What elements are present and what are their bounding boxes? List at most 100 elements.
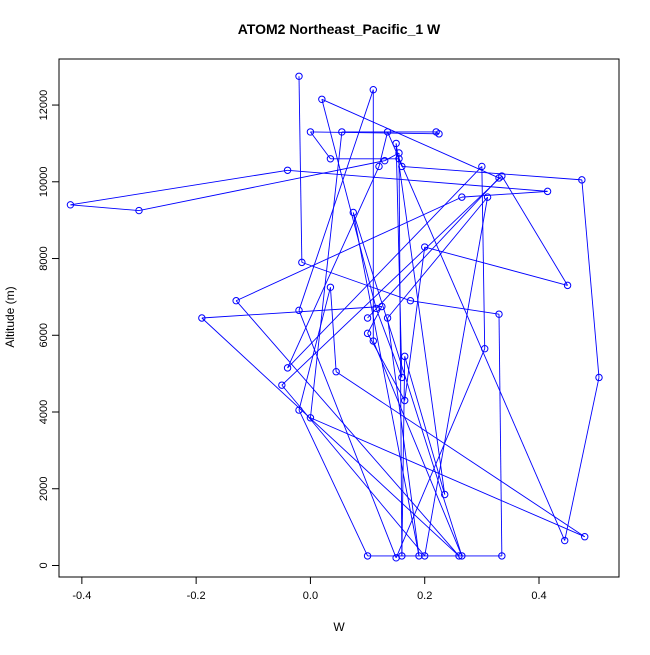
data-point xyxy=(278,381,286,389)
series-segment xyxy=(321,98,500,179)
data-point xyxy=(435,130,443,138)
data-point xyxy=(401,396,409,405)
x-axis: -0.4 -0.2 0.0 0.2 0.4 xyxy=(72,577,547,602)
series-segment xyxy=(387,196,488,319)
series-segment xyxy=(235,300,460,557)
series-segment xyxy=(321,99,377,309)
data-point xyxy=(369,337,377,345)
data-point xyxy=(421,243,429,251)
series-segment xyxy=(387,131,566,541)
data-point xyxy=(495,310,503,318)
data-point xyxy=(483,193,492,201)
y-axis-label: Altitude (m) xyxy=(3,286,17,347)
data-point xyxy=(398,552,406,560)
series-segment xyxy=(301,261,411,302)
data-point xyxy=(595,373,603,382)
data-point xyxy=(381,156,389,165)
series-segment xyxy=(367,177,500,319)
y-tick-label: 6000 xyxy=(38,323,50,347)
data-point xyxy=(455,552,463,560)
series-segment xyxy=(287,169,548,192)
data-point xyxy=(372,304,380,313)
series-segment xyxy=(201,306,382,319)
x-tick-label: 0.0 xyxy=(303,590,318,602)
data-point xyxy=(441,490,449,499)
series-segment xyxy=(395,143,446,495)
series-segment xyxy=(298,287,331,411)
series-segment xyxy=(287,166,483,369)
series-segment xyxy=(352,212,463,557)
series-segment xyxy=(329,287,337,372)
data-point xyxy=(543,187,552,196)
data-point xyxy=(415,552,423,560)
data-point xyxy=(295,406,303,414)
data-point xyxy=(295,72,303,80)
series-segment xyxy=(461,190,548,198)
series-segment xyxy=(501,175,568,286)
series-segment xyxy=(138,160,385,212)
data-point xyxy=(398,162,406,171)
data-point xyxy=(375,162,383,171)
y-tick-label: 4000 xyxy=(38,400,50,424)
series-segment xyxy=(410,300,500,315)
series-segment xyxy=(424,197,489,556)
data-point xyxy=(295,306,303,315)
series-segment xyxy=(335,371,585,538)
series-points xyxy=(66,72,603,562)
series-segment xyxy=(281,175,503,386)
data-point xyxy=(498,552,506,560)
series-segment xyxy=(375,308,403,378)
series-segment xyxy=(424,246,568,286)
data-point xyxy=(383,128,392,136)
series-segment xyxy=(581,179,600,378)
y-tick-label: 10000 xyxy=(38,166,50,197)
series-segment xyxy=(404,356,446,495)
data-point xyxy=(458,552,466,560)
series-segment xyxy=(564,377,600,541)
data-point xyxy=(392,139,400,148)
data-point xyxy=(363,552,372,560)
x-axis-label: W xyxy=(333,620,345,634)
x-tick-label: 0.4 xyxy=(531,590,546,602)
series-segment xyxy=(395,143,403,378)
series-segment xyxy=(367,306,383,334)
series-segment xyxy=(298,76,303,263)
data-point xyxy=(395,155,403,163)
data-point xyxy=(383,314,392,322)
series-segment xyxy=(309,131,343,418)
data-point xyxy=(421,552,429,560)
data-point xyxy=(401,352,409,361)
data-point xyxy=(283,166,292,174)
data-point xyxy=(495,174,503,182)
series-segment xyxy=(310,131,440,135)
data-point xyxy=(578,176,586,184)
y-tick-label: 2000 xyxy=(38,477,50,501)
series-segment xyxy=(401,165,582,181)
data-point xyxy=(135,206,143,215)
data-point xyxy=(563,281,572,290)
series-segment xyxy=(298,409,368,557)
series-lines xyxy=(70,76,600,558)
series-segment xyxy=(378,131,389,167)
series-segment xyxy=(372,340,463,557)
data-point xyxy=(326,155,335,163)
data-point xyxy=(332,368,340,376)
data-point xyxy=(283,364,292,372)
y-axis: 0 2000 4000 6000 8000 10000 12000 xyxy=(38,90,59,569)
series-segment xyxy=(298,310,397,558)
data-point xyxy=(406,297,415,305)
y-tick-label: 12000 xyxy=(38,90,50,121)
series-segment xyxy=(287,166,380,369)
data-point xyxy=(198,314,206,322)
series-segment xyxy=(235,196,463,302)
data-point xyxy=(478,162,486,171)
data-point xyxy=(66,201,75,209)
data-point xyxy=(363,329,372,338)
data-point xyxy=(338,128,346,136)
x-tick-label: -0.4 xyxy=(72,590,91,602)
y-tick-label: 0 xyxy=(38,562,50,568)
series-segment xyxy=(404,246,426,401)
series-segment xyxy=(398,153,403,556)
